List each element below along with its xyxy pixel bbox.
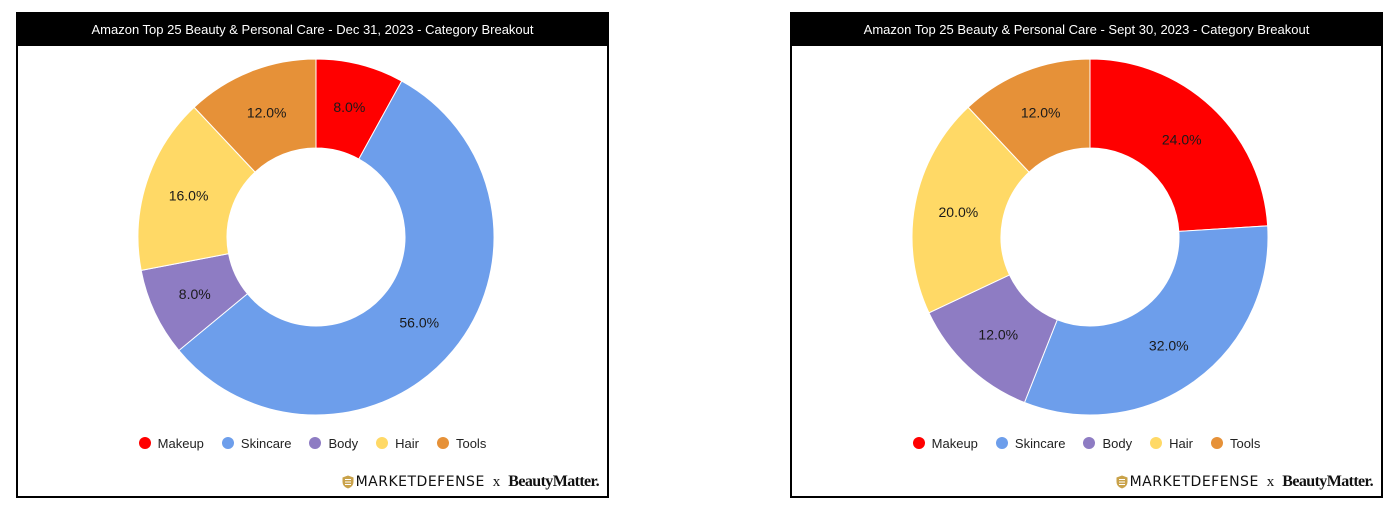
slice-data-label: 8.0% (333, 99, 365, 115)
branding-footer: MARKETDEFENSE x BeautyMatter. (1116, 472, 1374, 492)
donut-slice-skincare (178, 80, 495, 416)
donut-chart-sept: 24.0% 32.0% 12.0% 20.0% 12.0% (911, 58, 1269, 416)
slice-data-label: 8.0% (179, 286, 211, 302)
donut-slice-skincare (1023, 225, 1269, 416)
donut-slice-makeup (1089, 58, 1269, 232)
slice-data-label: 12.0% (1021, 104, 1061, 120)
marketdefense-logo: MARKETDEFENSE (1116, 474, 1259, 490)
slice-data-label: 20.0% (939, 204, 979, 220)
donut-slice-tools (967, 58, 1091, 173)
slice-data-label: 12.0% (978, 327, 1018, 343)
legend-label: Hair (395, 435, 419, 451)
legend-item-hair: Hair (1150, 436, 1193, 451)
legend-swatch (1210, 437, 1223, 449)
legend-label: Body (1102, 435, 1133, 451)
slice-data-label: 16.0% (169, 188, 209, 204)
legend-swatch (376, 437, 389, 449)
chart-legend: Makeup Skincare Body Hair Tools (792, 433, 1381, 453)
chart-title: Amazon Top 25 Beauty & Personal Care - D… (18, 14, 607, 46)
slice-data-label: 56.0% (399, 314, 439, 330)
legend-swatch (995, 437, 1008, 449)
legend-item-body: Body (1083, 436, 1132, 451)
legend-swatch (138, 437, 151, 449)
shield-icon (342, 475, 354, 489)
legend-item-makeup: Makeup (138, 435, 204, 451)
donut-slice-hair (911, 106, 1030, 314)
legend-swatch (1083, 437, 1096, 449)
marketdefense-text: MARKETDEFENSE (355, 474, 485, 490)
legend-label: Skincare (1014, 435, 1066, 451)
legend-label: Tools (1229, 435, 1261, 451)
donut-slice-hair (137, 106, 256, 271)
marketdefense-text: MARKETDEFENSE (1129, 474, 1259, 490)
legend-item-skincare: Skincare (221, 435, 292, 451)
legend-item-makeup: Makeup (912, 435, 978, 451)
brand-separator: x (492, 473, 501, 490)
slice-data-label: 32.0% (1149, 337, 1189, 353)
chart-panel-sept: Amazon Top 25 Beauty & Personal Care - S… (790, 12, 1383, 498)
legend-swatch (436, 437, 449, 449)
legend-swatch (309, 437, 322, 449)
branding-footer: MARKETDEFENSE x BeautyMatter. (342, 472, 600, 492)
marketdefense-logo: MARKETDEFENSE (342, 474, 485, 490)
donut-slice-tools (193, 58, 317, 173)
brand-separator: x (1266, 473, 1275, 490)
legend-item-hair: Hair (376, 436, 419, 451)
slice-data-label: 24.0% (1162, 131, 1202, 147)
legend-label: Makeup (931, 435, 978, 451)
chart-legend: Makeup Skincare Body Hair Tools (18, 433, 607, 453)
legend-label: Makeup (157, 435, 204, 451)
legend-item-skincare: Skincare (995, 435, 1066, 451)
chart-panel-dec: Amazon Top 25 Beauty & Personal Care - D… (16, 12, 609, 498)
legend-label: Body (328, 435, 359, 451)
beautymatter-logo: BeautyMatter. (508, 473, 599, 490)
legend-label: Tools (455, 435, 487, 451)
chart-title: Amazon Top 25 Beauty & Personal Care - S… (792, 14, 1381, 46)
legend-item-body: Body (309, 436, 358, 451)
shield-icon (1116, 475, 1128, 489)
slice-data-label: 12.0% (247, 104, 287, 120)
legend-label: Hair (1169, 435, 1193, 451)
legend-item-tools: Tools (436, 435, 487, 451)
donut-chart-dec: 8.0% 56.0% 8.0% 16.0% 12.0% (137, 58, 495, 416)
beautymatter-logo: BeautyMatter. (1282, 473, 1373, 490)
legend-item-tools: Tools (1210, 435, 1261, 451)
legend-swatch (1150, 437, 1163, 449)
legend-swatch (912, 437, 925, 449)
legend-swatch (221, 437, 234, 449)
legend-label: Skincare (240, 435, 292, 451)
